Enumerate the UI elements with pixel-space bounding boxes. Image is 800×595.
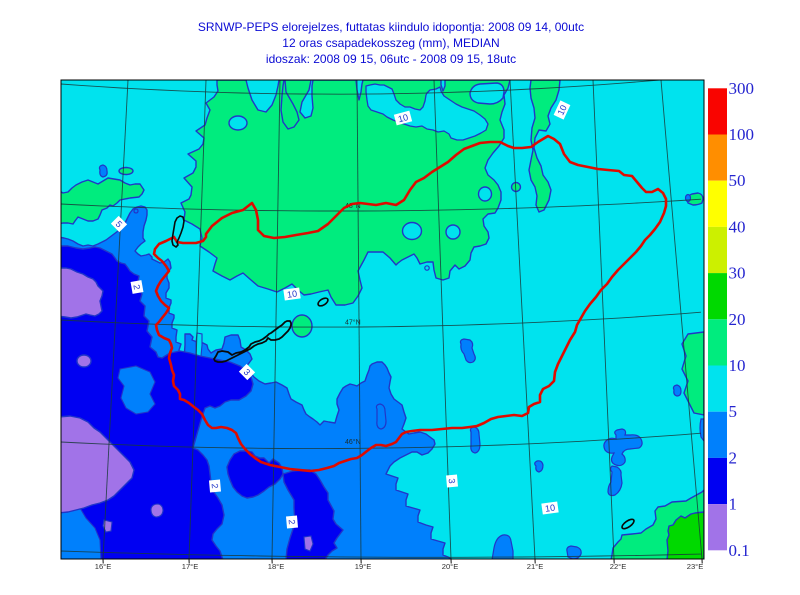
svg-text:idoszak: 2008 09 15, 06utc - 2: idoszak: 2008 09 15, 06utc - 2008 09 15,… (266, 52, 516, 66)
svg-text:5: 5 (729, 402, 738, 421)
svg-text:10: 10 (556, 103, 569, 116)
svg-text:10: 10 (397, 112, 409, 124)
svg-text:SRNWP-PEPS elorejelzes, futtat: SRNWP-PEPS elorejelzes, futtatas kiindul… (198, 20, 584, 34)
svg-text:3: 3 (242, 367, 253, 378)
svg-text:22°E: 22°E (610, 562, 627, 571)
svg-text:19°E: 19°E (355, 562, 372, 571)
svg-text:20: 20 (729, 310, 746, 329)
svg-text:100: 100 (729, 125, 755, 144)
svg-text:16°E: 16°E (95, 562, 112, 571)
svg-text:300: 300 (729, 79, 755, 98)
svg-text:40: 40 (729, 217, 746, 236)
svg-text:18°E: 18°E (268, 562, 285, 571)
svg-text:10: 10 (729, 356, 746, 375)
svg-text:10: 10 (544, 503, 555, 514)
svg-text:2: 2 (729, 448, 738, 467)
svg-text:48°N: 48°N (345, 202, 361, 210)
svg-text:47°N: 47°N (345, 319, 361, 327)
svg-text:3: 3 (447, 478, 457, 484)
svg-text:10: 10 (286, 289, 297, 300)
svg-text:17°E: 17°E (182, 562, 199, 571)
svg-text:12 oras csapadekosszeg (mm), M: 12 oras csapadekosszeg (mm), MEDIAN (282, 36, 499, 50)
svg-text:2: 2 (287, 519, 297, 525)
svg-text:23°E: 23°E (687, 562, 704, 571)
svg-text:50: 50 (729, 171, 746, 190)
svg-text:1: 1 (729, 495, 738, 514)
svg-text:30: 30 (729, 264, 746, 283)
svg-text:2: 2 (131, 284, 142, 291)
svg-text:2: 2 (210, 483, 220, 489)
svg-text:46°N: 46°N (345, 438, 361, 446)
svg-text:0.1: 0.1 (729, 541, 750, 560)
svg-text:5: 5 (114, 219, 125, 230)
svg-text:20°E: 20°E (442, 562, 459, 571)
svg-text:21°E: 21°E (527, 562, 544, 571)
